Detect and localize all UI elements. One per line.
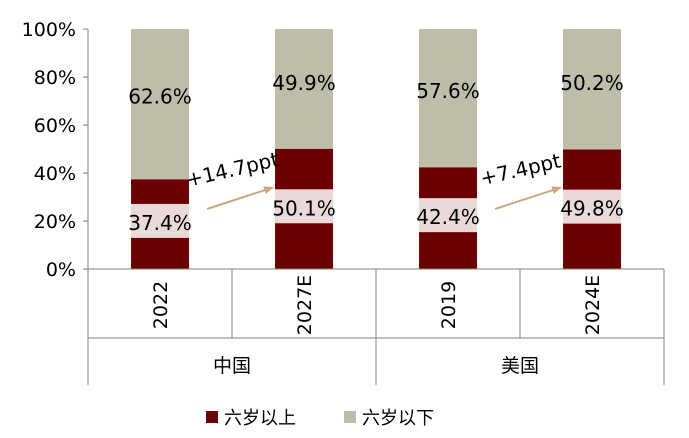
x-category-label: 2027E — [294, 275, 316, 335]
x-axis: 2022 2027E 2019 2024E 中国 美国 — [87, 268, 665, 385]
value-label-below-six: 62.6% — [128, 85, 192, 109]
x-category-label: 2022 — [150, 281, 172, 329]
change-annotation: +14.7ppt — [184, 147, 282, 192]
value-label-above-six: 42.4% — [416, 205, 480, 229]
value-label-below-six: 57.6% — [416, 79, 480, 103]
legend-label-below-six: 六岁以下 — [362, 408, 434, 429]
bars — [131, 29, 621, 269]
value-label-bg — [554, 189, 630, 224]
y-tick-label: 0% — [46, 259, 76, 281]
legend-item-below-six: 六岁以下 — [344, 404, 434, 430]
value-label-below-six: 50.2% — [560, 71, 624, 95]
change-arrow — [206, 186, 274, 210]
legend-swatch-below-six — [344, 411, 356, 423]
annotations: +14.7ppt +7.4ppt — [184, 147, 563, 210]
change-annotation: +7.4ppt — [478, 148, 563, 190]
value-label-bg — [122, 203, 198, 238]
x-category-label: 2019 — [438, 281, 460, 329]
value-label-below-six: 49.9% — [272, 71, 336, 95]
x-group-label: 美国 — [501, 355, 539, 377]
y-tick-label: 40% — [34, 163, 76, 185]
value-label-bg — [410, 198, 486, 233]
change-arrow — [494, 186, 562, 210]
x-group-label: 中国 — [213, 355, 251, 377]
legend-swatch-above-six — [206, 411, 218, 423]
legend-item-above-six: 六岁以上 — [206, 404, 296, 430]
bar-segment-below-six — [275, 29, 333, 149]
value-labels: 37.4% 62.6% 50.1% 49.9% 42.4% 57.6% 49.8% 50.2% — [122, 71, 630, 238]
value-label-above-six: 37.4% — [128, 211, 192, 235]
bar-segment-below-six — [131, 29, 189, 180]
y-tick-label: 80% — [34, 67, 76, 89]
y-axis: 0% 20% 40% 60% 80% 100% — [22, 19, 89, 281]
legend-label-above-six: 六岁以上 — [224, 408, 296, 429]
x-category-label: 2024E — [582, 275, 604, 335]
bar-segment-below-six — [419, 29, 477, 168]
y-tick-label: 60% — [34, 115, 76, 137]
value-label-above-six: 49.8% — [560, 197, 624, 221]
legend: 六岁以上 六岁以下 — [206, 404, 434, 430]
bar-segment-below-six — [563, 29, 621, 150]
y-tick-label: 20% — [34, 211, 76, 233]
value-label-bg — [266, 189, 342, 224]
value-label-above-six: 50.1% — [272, 196, 336, 220]
y-tick-label: 100% — [22, 19, 76, 41]
